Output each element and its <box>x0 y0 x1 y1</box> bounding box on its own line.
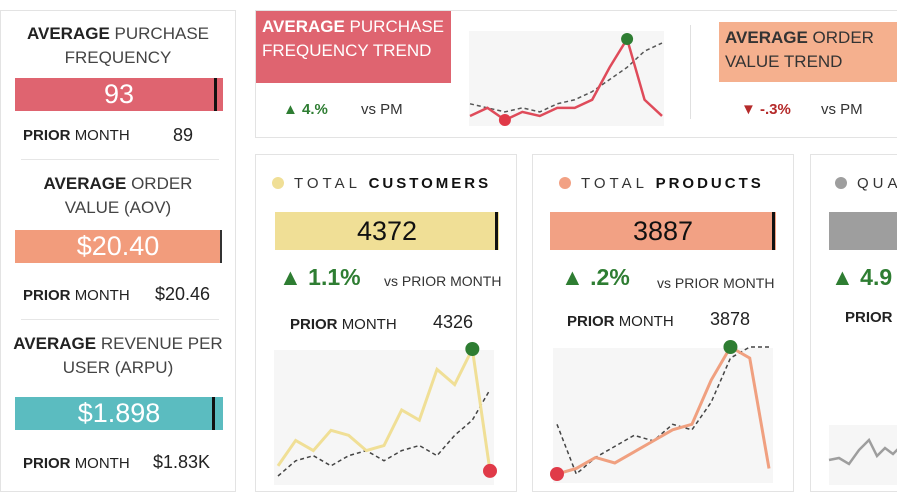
aov-trend-vs: vs PM <box>821 101 863 118</box>
customers-prior-value: 4326 <box>433 312 474 332</box>
total-products-card: TOTAL PRODUCTS 3887 ▲ .2% vs PRIOR MONTH… <box>532 154 794 492</box>
sparkline-plot-area <box>469 31 664 126</box>
quantity-sparkline <box>828 425 897 485</box>
arpu-target-marker <box>212 397 215 430</box>
aov-prior-value: $20.46 <box>155 284 211 304</box>
trend-strip: AVERAGE PURCHASE FREQUENCY TREND ▲ 4.% v… <box>255 10 897 138</box>
quantity-delta: ▲ 4.9 <box>831 264 893 290</box>
products-prior-label: PRIOR MONTH <box>567 313 674 330</box>
customers-prior-label: PRIOR MONTH <box>290 316 397 333</box>
divider <box>21 319 219 320</box>
apf-target-marker <box>214 78 217 111</box>
max-point-marker <box>621 33 634 45</box>
min-point-marker <box>550 467 564 481</box>
prior-period-line <box>556 346 769 476</box>
apf-trend-vs: vs PM <box>361 101 403 118</box>
prior-period-line <box>277 389 491 477</box>
left-kpi-panel: AVERAGE PURCHASE FREQUENCY 93 PRIOR MONT… <box>0 10 236 492</box>
divider <box>690 25 691 119</box>
products-sparkline <box>550 340 773 483</box>
customers-heading: TOTAL CUSTOMERS <box>272 175 491 192</box>
apf-trend-delta: ▲ 4.% <box>283 101 328 118</box>
arpu-prior-label: PRIOR MONTH <box>23 455 130 472</box>
customers-delta: ▲ 1.1% <box>279 264 361 290</box>
apf-trend-sparkline <box>469 31 664 126</box>
divider <box>21 159 219 160</box>
products-target-marker <box>772 212 775 250</box>
total-quantity-card: QUA ▲ 4.9 PRIOR <box>810 154 897 492</box>
products-delta: ▲ .2% <box>561 264 630 290</box>
customers-value: 4372 <box>356 216 418 246</box>
quantity-value-bar <box>829 212 897 250</box>
legend-dot <box>559 177 571 189</box>
products-value: 3887 <box>632 216 694 246</box>
products-heading: TOTAL PRODUCTS <box>559 175 764 192</box>
min-point-marker <box>483 463 497 478</box>
aov-trend-label: AVERAGE ORDER VALUE TREND <box>719 22 897 82</box>
products-vs: vs PRIOR MONTH <box>657 275 775 291</box>
arpu-prior-value: $1.83K <box>153 452 211 472</box>
apf-prior-value: 89 <box>173 125 194 145</box>
max-point-marker <box>723 340 738 354</box>
quantity-prior-label: PRIOR <box>845 309 893 326</box>
legend-dot <box>835 177 847 189</box>
min-point-marker <box>498 114 511 126</box>
arpu-title: AVERAGE REVENUE PER USER (ARPU) <box>13 334 223 377</box>
products-prior-value: 3878 <box>710 309 751 329</box>
aov-target-marker <box>220 230 222 263</box>
aov-value-bar: $20.40 <box>15 230 222 263</box>
quantity-heading: QUA <box>835 175 897 192</box>
customers-vs: vs PRIOR MONTH <box>384 273 502 289</box>
prior-period-line <box>469 42 663 113</box>
legend-dot <box>272 177 284 189</box>
apf-value: 93 <box>103 79 135 109</box>
aov-trend-delta: ▼ -.3% <box>741 101 791 118</box>
apf-prior-label: PRIOR MONTH <box>23 127 130 144</box>
customers-sparkline <box>274 342 497 485</box>
aov-prior-label: PRIOR MONTH <box>23 287 130 304</box>
customers-value-bar: 4372 <box>275 212 499 250</box>
sparkline-plot-area <box>274 350 494 485</box>
aov-value: $20.40 <box>76 231 160 261</box>
products-value-bar: 3887 <box>550 212 776 250</box>
arpu-value-bar: $1.898 <box>15 397 223 430</box>
apf-title: AVERAGE PURCHASE FREQUENCY <box>26 24 209 67</box>
max-point-marker <box>465 342 480 356</box>
sparkline-plot-area <box>829 425 897 485</box>
apf-value-bar: 93 <box>15 78 223 111</box>
total-customers-card: TOTAL CUSTOMERS 4372 ▲ 1.1% vs PRIOR MON… <box>255 154 517 492</box>
aov-title: AVERAGE ORDER VALUE (AOV) <box>43 174 193 217</box>
current-period-line <box>828 437 897 466</box>
current-period-line <box>276 344 492 472</box>
arpu-value: $1.898 <box>77 398 161 428</box>
apf-trend-label: AVERAGE PURCHASE FREQUENCY TREND <box>256 11 451 83</box>
customers-target-marker <box>495 212 498 250</box>
